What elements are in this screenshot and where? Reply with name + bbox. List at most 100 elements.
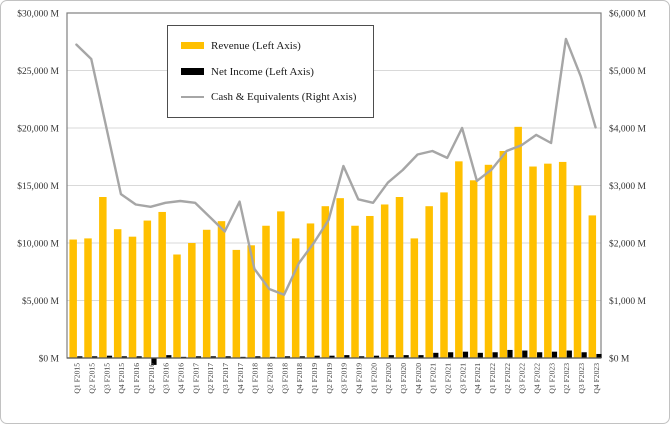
- left-axis-tick-label: $25,000 M: [17, 66, 59, 77]
- revenue-bar: [188, 243, 196, 358]
- revenue-bar: [455, 161, 463, 358]
- revenue-bar: [217, 221, 226, 358]
- revenue-bar: [84, 238, 92, 358]
- revenue-bar: [410, 238, 419, 358]
- legend-label: Net Income (Left Axis): [211, 65, 314, 78]
- revenue-bar: [395, 197, 404, 358]
- x-axis-label: Q3 F2019: [340, 363, 349, 394]
- revenue-bar: [588, 215, 597, 358]
- net-income-bar: [462, 351, 469, 358]
- chart-legend: Revenue (Left Axis) Net Income (Left Axi…: [167, 25, 374, 118]
- net-income-bar: [195, 356, 202, 358]
- revenue-bar: [158, 211, 166, 358]
- right-axis-tick-label: $1,000 M: [609, 296, 647, 307]
- revenue-bar: [484, 164, 493, 358]
- right-axis-tick-label: $6,000 M: [609, 9, 647, 20]
- left-axis-tick-label: $30,000 M: [17, 9, 59, 20]
- revenue-bar: [499, 151, 508, 358]
- x-axis-label: Q1 F2017: [191, 363, 200, 394]
- revenue-bar: [69, 239, 77, 358]
- net-income-bar: [77, 356, 83, 358]
- x-axis-label: Q2 F2020: [384, 363, 393, 394]
- net-income-bar: [551, 351, 558, 358]
- x-axis-label: Q2 F2015: [87, 363, 96, 394]
- x-axis-label: Q1 F2018: [251, 363, 260, 394]
- x-axis-label: Q1 F2016: [132, 363, 141, 394]
- net-income-bar: [314, 355, 320, 358]
- legend-item-net-income: Net Income (Left Axis): [181, 66, 373, 78]
- revenue-bar: [128, 236, 137, 358]
- revenue-bar: [573, 185, 582, 358]
- net-income-bar: [566, 350, 572, 358]
- net-income-bar: [225, 356, 231, 358]
- x-axis-label: Q4 F2017: [236, 363, 245, 394]
- left-axis-tick-label: $10,000 M: [17, 239, 59, 250]
- net-income-bar: [284, 356, 291, 358]
- x-axis-label: Q1 F2022: [488, 363, 497, 394]
- revenue-bar: [558, 161, 567, 358]
- revenue-bar: [202, 229, 211, 358]
- revenue-bar: [529, 166, 537, 358]
- x-axis-label: Q2 F2017: [206, 363, 215, 394]
- revenue-bar: [544, 163, 552, 358]
- x-axis-label: Q1 F2019: [310, 363, 319, 394]
- revenue-bar: [425, 206, 433, 358]
- x-axis-label: Q2 F2023: [562, 363, 571, 394]
- x-axis-label: Q3 F2018: [280, 363, 289, 394]
- x-axis-label: Q2 F2018: [265, 363, 274, 394]
- x-axis-label: Q2 F2021: [443, 363, 452, 394]
- revenue-bar: [469, 180, 478, 358]
- x-axis-label: Q4 F2023: [592, 363, 601, 394]
- x-axis-label: Q2 F2019: [325, 363, 334, 394]
- right-axis-tick-label: $5,000 M: [609, 66, 647, 77]
- cash-line: [75, 37, 597, 296]
- revenue-bar: [113, 229, 122, 358]
- x-axis-label: Q4 F2021: [473, 363, 482, 394]
- net-income-bar: [596, 353, 602, 358]
- net-income-bar: [373, 355, 380, 358]
- revenue-bar: [143, 220, 152, 358]
- legend-label: Cash & Equivalents (Right Axis): [211, 91, 357, 104]
- legend-item-cash: Cash & Equivalents (Right Axis): [181, 91, 373, 103]
- net-income-bar: [121, 356, 127, 358]
- x-axis-label: Q1 F2021: [429, 363, 438, 394]
- x-axis-label: Q1 F2020: [369, 363, 378, 394]
- x-axis-label: Q2 F2016: [147, 363, 156, 394]
- net-income-bar: [92, 356, 98, 358]
- net-income-bar: [344, 355, 350, 358]
- revenue-bar: [99, 197, 107, 358]
- x-axis-label: Q3 F2015: [102, 363, 111, 394]
- x-axis-label: Q4 F2016: [176, 363, 185, 394]
- x-axis-label: Q3 F2020: [399, 363, 408, 394]
- left-axis-tick-label: $0 M: [39, 354, 60, 365]
- revenue-bar: [321, 206, 330, 358]
- net-income-bar: [329, 355, 335, 358]
- x-axis-label: Q3 F2017: [221, 363, 230, 394]
- revenue-bar: [232, 249, 241, 358]
- x-axis-label: Q4 F2020: [414, 363, 423, 394]
- net-income-bar: [403, 355, 409, 358]
- net-income-bar: [522, 350, 528, 358]
- net-income-bar: [388, 355, 394, 358]
- legend-label: Revenue (Left Axis): [211, 39, 301, 52]
- left-axis-tick-label: $15,000 M: [17, 181, 59, 192]
- revenue-bar: [514, 126, 522, 358]
- revenue-bar: [247, 245, 255, 358]
- net-income-bar: [448, 352, 454, 358]
- x-axis-label: Q4 F2015: [117, 363, 126, 394]
- net-income-bar: [151, 358, 157, 365]
- x-axis-label: Q4 F2019: [354, 363, 363, 394]
- revenue-bar: [277, 211, 285, 358]
- revenue-bar: [351, 225, 359, 358]
- right-axis-tick-label: $2,000 M: [609, 239, 647, 250]
- x-axis-label: Q3 F2023: [577, 363, 586, 394]
- net-income-bar: [255, 356, 261, 358]
- revenue-bar: [366, 215, 374, 358]
- left-axis-tick-label: $5,000 M: [22, 296, 60, 307]
- revenue-bar: [440, 192, 448, 358]
- net-income-bar: [359, 356, 365, 358]
- net-income-bar: [433, 352, 439, 358]
- x-axis-label: Q3 F2022: [518, 363, 527, 394]
